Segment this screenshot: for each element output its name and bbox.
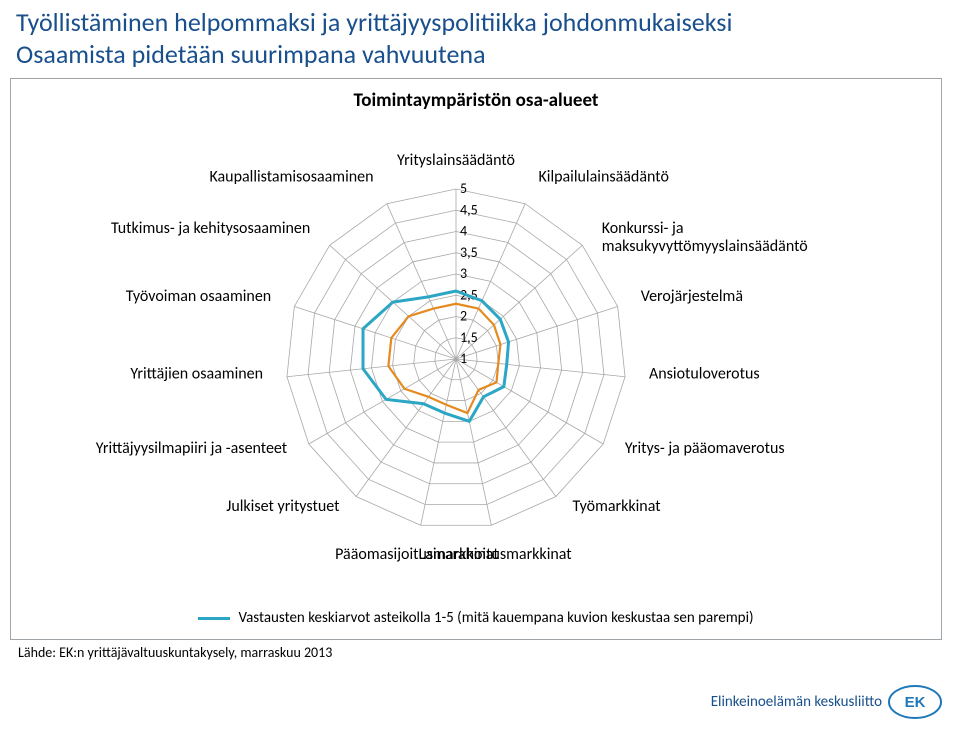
- svg-text:2: 2: [460, 308, 467, 325]
- svg-text:Kilpailulainsäädäntö: Kilpailulainsäädäntö: [538, 167, 668, 186]
- svg-text:Kaupallistamisosaaminen: Kaupallistamisosaaminen: [209, 167, 373, 186]
- svg-text:Yrittäjien osaaminen: Yrittäjien osaaminen: [130, 365, 263, 384]
- svg-text:Yrittäjyysilmapiiri ja -asente: Yrittäjyysilmapiiri ja -asenteet: [96, 439, 288, 458]
- chart-legend: Vastausten keskiarvot asteikolla 1-5 (mi…: [11, 609, 941, 627]
- footer-org: Elinkeinoelämän keskusliitto: [711, 693, 882, 711]
- svg-text:Konkurssi- jamaksukyvyttömyysl: Konkurssi- jamaksukyvyttömyyslainsäädänt…: [602, 219, 808, 256]
- svg-text:Työvoiman osaaminen: Työvoiman osaaminen: [126, 287, 271, 306]
- svg-text:EK: EK: [905, 694, 926, 711]
- svg-text:Verojärjestelmä: Verojärjestelmä: [641, 287, 743, 306]
- svg-text:Työmarkkinat: Työmarkkinat: [573, 497, 662, 516]
- radar-chart-container: Toimintaympäristön osa-alueet 11,522,533…: [10, 78, 942, 640]
- svg-text:5: 5: [460, 180, 467, 197]
- legend-text: Vastausten keskiarvot asteikolla 1-5 (mi…: [238, 609, 753, 627]
- page-subtitle: Osaamista pidetään suurimpana vahvuutena: [16, 38, 486, 70]
- svg-text:Yrityslainsäädäntö: Yrityslainsäädäntö: [397, 151, 515, 170]
- svg-text:4,5: 4,5: [460, 201, 478, 218]
- svg-text:3: 3: [460, 265, 467, 282]
- svg-text:Julkiset yritystuet: Julkiset yritystuet: [226, 497, 340, 516]
- ek-logo-icon: EK: [888, 685, 942, 719]
- svg-text:Ansiotuloverotus: Ansiotuloverotus: [649, 365, 760, 384]
- svg-text:4: 4: [460, 223, 467, 240]
- legend-swatch: [198, 617, 230, 620]
- svg-text:Yritys- ja pääomaverotus: Yritys- ja pääomaverotus: [625, 439, 785, 458]
- source-text: Lähde: EK:n yrittäjävaltuuskuntakysely, …: [18, 644, 332, 661]
- svg-text:Tutkimus- ja kehitysosaaminen: Tutkimus- ja kehitysosaaminen: [111, 219, 310, 238]
- footer: Elinkeinoelämän keskusliitto EK: [711, 685, 942, 719]
- svg-text:Pääomasijoitusmarkkinat: Pääomasijoitusmarkkinat: [335, 545, 499, 564]
- svg-text:1,5: 1,5: [460, 329, 478, 346]
- svg-text:1: 1: [460, 350, 467, 367]
- radar-chart: 11,522,533,544,55YrityslainsäädäntöKilpa…: [11, 79, 941, 639]
- page-title: Työllistäminen helpommaksi ja yrittäjyys…: [16, 6, 732, 38]
- svg-text:3,5: 3,5: [460, 244, 478, 261]
